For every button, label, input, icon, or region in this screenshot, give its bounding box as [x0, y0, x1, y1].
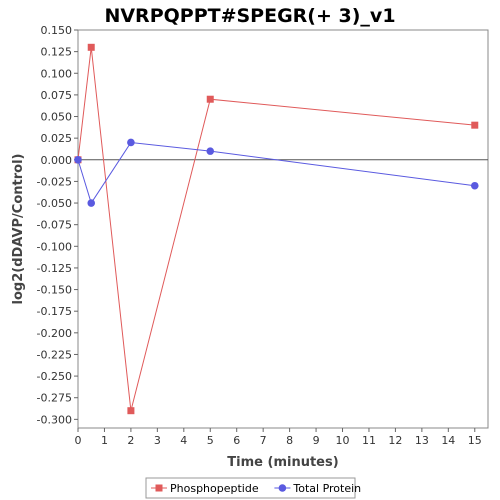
legend: Phosphopeptide Total Protein — [145, 477, 361, 499]
y-tick-label: 0.125 — [41, 46, 73, 59]
x-tick-label: 1 — [101, 434, 108, 447]
y-tick-label: -0.200 — [37, 327, 72, 340]
y-tick-label: -0.150 — [37, 284, 72, 297]
data-point-phosphopeptide — [87, 43, 95, 51]
y-tick-label: -0.300 — [37, 413, 72, 426]
x-tick-label: 12 — [388, 434, 402, 447]
y-tick-label: -0.075 — [37, 219, 72, 232]
legend-label-total-protein: Total Protein — [292, 482, 361, 495]
x-tick-label: 7 — [260, 434, 267, 447]
x-axis: 0 1 2 3 4 5 6 7 8 9 10 11 12 13 14 15 — [75, 428, 482, 447]
y-tick-label: -0.025 — [37, 175, 72, 188]
plot-area — [77, 29, 489, 429]
data-point-total-protein — [470, 181, 479, 190]
data-point-phosphopeptide — [206, 95, 214, 103]
x-tick-label: 5 — [207, 434, 214, 447]
y-tick-label: -0.175 — [37, 305, 72, 318]
y-tick-label: 0.050 — [41, 111, 73, 124]
x-tick-label: 3 — [154, 434, 161, 447]
x-tick-label: 10 — [336, 434, 350, 447]
y-tick-label: -0.275 — [37, 392, 72, 405]
x-tick-label: 15 — [468, 434, 482, 447]
y-tick-label: 0.150 — [41, 24, 73, 37]
y-tick-label: 0.075 — [41, 89, 73, 102]
x-tick-label: 8 — [286, 434, 293, 447]
y-tick-label: -0.100 — [37, 240, 72, 253]
y-tick-label: -0.250 — [37, 370, 72, 383]
x-tick-label: 4 — [180, 434, 187, 447]
legend-marker-total-protein — [278, 484, 287, 492]
x-tick-label: 11 — [362, 434, 376, 447]
legend-marker-phosphopeptide — [155, 484, 163, 492]
y-axis: 0.150 0.125 0.100 0.075 0.050 0.025 0.000 -0.02… — [37, 24, 78, 426]
data-point-phosphopeptide — [127, 407, 135, 415]
legend-box — [145, 477, 356, 499]
x-tick-label: 0 — [75, 434, 82, 447]
x-tick-label: 9 — [313, 434, 320, 447]
chart-title: NVRPQPPT#SPEGR(+ 3)_v1 — [104, 5, 395, 27]
y-tick-label: 0.025 — [41, 132, 73, 145]
data-point-total-protein — [127, 138, 135, 147]
y-tick-label: -0.050 — [37, 197, 72, 210]
data-point-total-protein — [74, 155, 82, 164]
x-tick-label: 13 — [415, 434, 429, 447]
y-tick-label: 0.000 — [41, 154, 73, 167]
y-tick-label: -0.225 — [37, 348, 72, 361]
y-axis-label: log2(dDAVP/Control) — [11, 154, 26, 305]
data-point-total-protein — [87, 199, 96, 207]
x-tick-label: 2 — [127, 434, 134, 447]
y-tick-label: -0.125 — [37, 262, 72, 275]
x-tick-label: 6 — [233, 434, 240, 447]
y-tick-label: 0.100 — [41, 67, 73, 80]
data-point-total-protein — [206, 147, 215, 155]
x-axis-label: Time (minutes) — [227, 455, 338, 470]
legend-label-phosphopeptide: Phosphopeptide — [170, 482, 259, 495]
series-group — [74, 43, 479, 415]
data-point-phosphopeptide — [471, 121, 479, 129]
x-tick-label: 14 — [441, 434, 455, 447]
